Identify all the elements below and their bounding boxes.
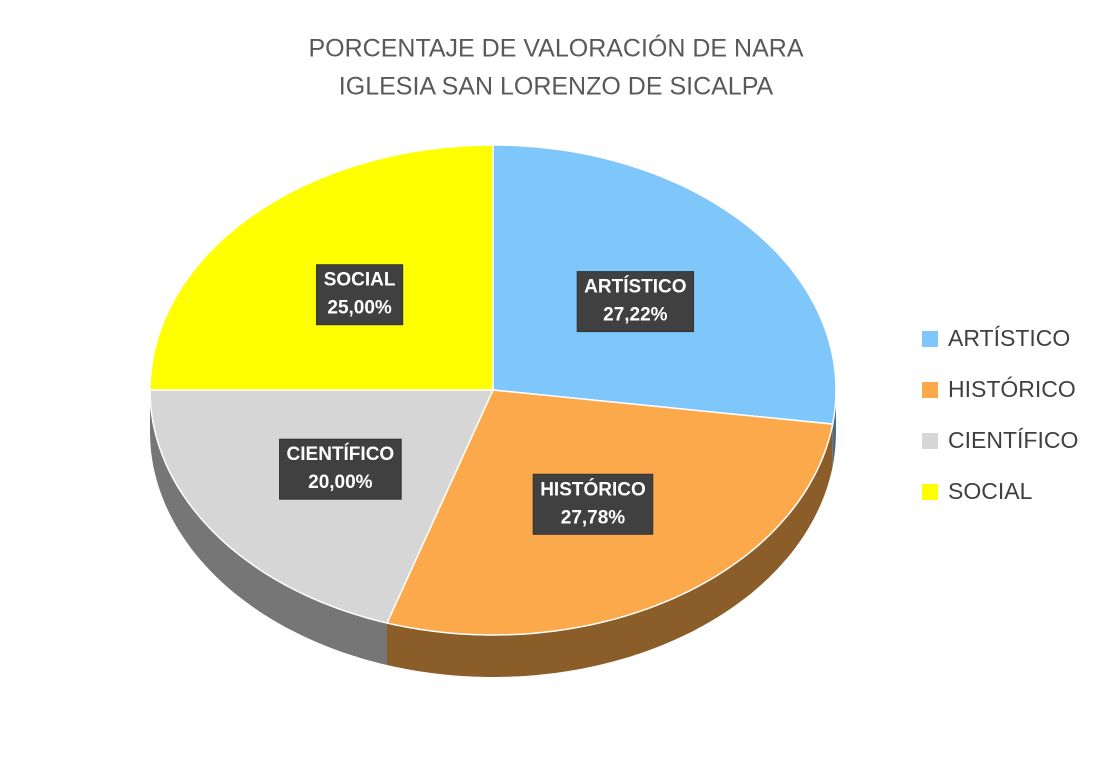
slice-side [387, 424, 833, 677]
slice [149, 389, 495, 624]
legend-label: ARTÍSTICO [948, 325, 1070, 351]
legend-label: SOCIAL [948, 478, 1033, 504]
legend: ARTÍSTICO HISTÓRICO CIENTÍFICO SOCIAL [922, 325, 1078, 504]
data-label-box [532, 473, 654, 535]
data-label: SOCIAL [324, 270, 396, 291]
data-label: 27,78% [561, 507, 626, 528]
tops [149, 144, 837, 636]
data-label: HISTÓRICO [540, 478, 646, 500]
chart-title: PORCENTAJE DE VALORACIÓN DE NARA [309, 34, 804, 63]
data-label-box [316, 264, 404, 326]
legend-swatch [922, 331, 938, 347]
chart-title: IGLESIA SAN LORENZO DE SICALPA [339, 73, 774, 101]
slice-side [150, 390, 387, 665]
legend-label: HISTÓRICO [948, 376, 1076, 402]
legend-swatch [922, 433, 938, 449]
legend-swatch [922, 382, 938, 398]
data-label: 25,00% [327, 298, 392, 319]
data-label: ARTÍSTICO [584, 276, 686, 298]
legend-label: CIENTÍFICO [948, 427, 1078, 453]
data-label: 27,22% [603, 305, 668, 326]
data-label: 20,00% [308, 472, 373, 493]
labels: ARTÍSTICO 27,22% HISTÓRICO 27,78% CIENTÍFICO… [279, 264, 695, 535]
data-label-box [576, 271, 695, 333]
legend-swatch [922, 484, 938, 500]
data-label: CIENTÍFICO [287, 443, 395, 465]
data-label-box [279, 438, 402, 500]
